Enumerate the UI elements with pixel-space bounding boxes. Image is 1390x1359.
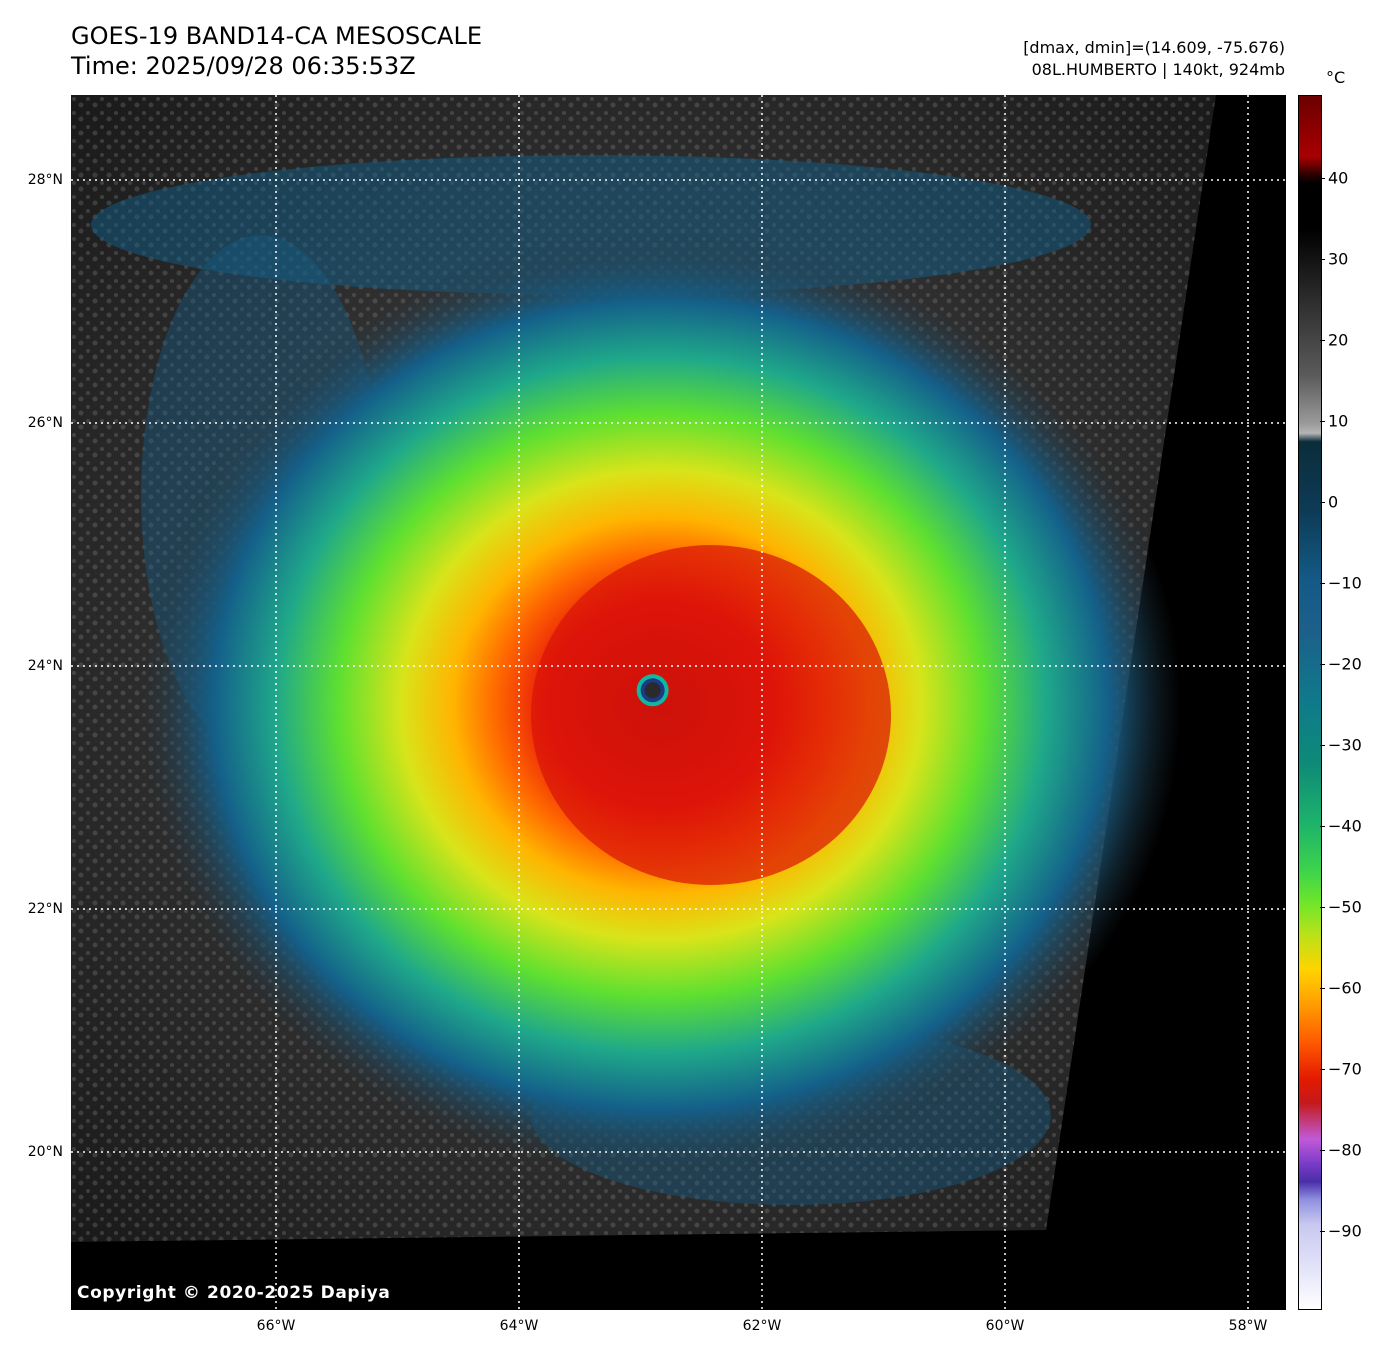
lon-label: 64°W	[499, 1318, 539, 1334]
satellite-map	[71, 95, 1286, 1310]
colorbar-label: −10	[1328, 573, 1362, 593]
colorbar-label: −40	[1328, 816, 1362, 836]
eyewall	[531, 545, 891, 885]
chart-time: Time: 2025/09/28 06:35:53Z	[71, 52, 416, 80]
lat-label: 22°N	[27, 901, 63, 917]
colorbar-tick	[1320, 826, 1325, 827]
colorbar-tick	[1320, 745, 1325, 746]
colorbar-label: −60	[1328, 978, 1362, 998]
colorbar-tick	[1320, 340, 1325, 341]
storm-info: 08L.HUMBERTO | 140kt, 924mb	[1031, 60, 1285, 79]
colorbar-tick	[1320, 178, 1325, 179]
lon-label: 62°W	[742, 1318, 782, 1334]
storm-eye-marker	[636, 674, 669, 707]
colorbar-tick	[1320, 988, 1325, 989]
colorbar-tick	[1320, 1231, 1325, 1232]
lat-label: 24°N	[27, 658, 63, 674]
colorbar-label: −50	[1328, 897, 1362, 917]
colorbar-tick	[1320, 1069, 1325, 1070]
lon-label: 58°W	[1228, 1318, 1268, 1334]
colorbar-label: 30	[1328, 249, 1349, 269]
colorbar-tick	[1320, 1150, 1325, 1151]
colorbar-label: −30	[1328, 735, 1362, 755]
colorbar-label: 10	[1328, 411, 1349, 431]
colorbar-label: 20	[1328, 330, 1349, 350]
colorbar-tick	[1320, 259, 1325, 260]
colorbar-label: −90	[1328, 1221, 1362, 1241]
dmax-dmin-readout: [dmax, dmin]=(14.609, -75.676)	[1023, 38, 1285, 57]
colorbar	[1298, 95, 1322, 1310]
copyright: Copyright © 2020-2025 Dapiya	[77, 1283, 391, 1303]
chart-title: GOES-19 BAND14-CA MESOSCALE	[71, 22, 482, 50]
colorbar-tick	[1320, 502, 1325, 503]
colorbar-label: −80	[1328, 1140, 1362, 1160]
lon-label: 66°W	[256, 1318, 296, 1334]
colorbar-tick	[1320, 907, 1325, 908]
colorbar-tick	[1320, 583, 1325, 584]
colorbar-tick	[1320, 664, 1325, 665]
lat-label: 28°N	[27, 172, 63, 188]
colorbar-unit: °C	[1326, 68, 1346, 87]
colorbar-label: −20	[1328, 654, 1362, 674]
gridlines	[71, 95, 1286, 1310]
lon-label: 60°W	[985, 1318, 1025, 1334]
colorbar-label: 0	[1328, 492, 1339, 512]
colorbar-label: −70	[1328, 1059, 1362, 1079]
lat-label: 26°N	[27, 415, 63, 431]
storm-eye	[644, 682, 661, 699]
lat-label: 20°N	[27, 1144, 63, 1160]
colorbar-label: 40	[1328, 168, 1349, 188]
colorbar-tick	[1320, 421, 1325, 422]
